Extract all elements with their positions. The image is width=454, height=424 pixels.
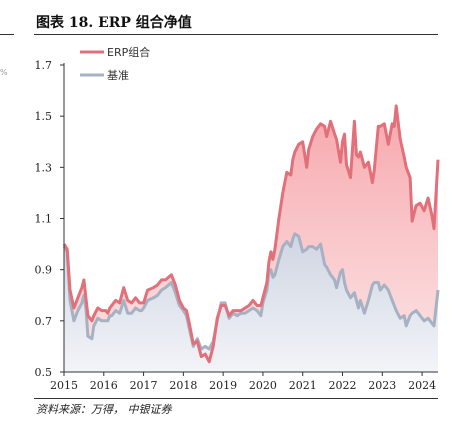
x-tick-label: 2022: [329, 379, 357, 392]
figure-title: 图表 18. ERP 组合净值: [36, 15, 192, 31]
x-tick-label: 2023: [368, 379, 396, 392]
legend-label-benchmark: 基准: [107, 69, 129, 82]
source-divider: [34, 398, 438, 399]
y-tick-label: 1.7: [35, 59, 53, 72]
neighbor-figure-text: %: [0, 68, 8, 77]
x-tick-label: 2018: [169, 379, 197, 392]
x-tick-label: 2024: [408, 379, 436, 392]
x-tick-label: 2019: [209, 379, 237, 392]
y-tick-label: 1.3: [35, 161, 53, 174]
erp-line: [62, 104, 440, 364]
area-layer: [64, 105, 438, 373]
x-tick-label: 2021: [289, 379, 317, 392]
y-tick-label: 0.7: [35, 315, 53, 328]
x-tick-label: 2017: [130, 379, 158, 392]
x-tick-label: 2015: [50, 379, 78, 392]
legend-label-erp: ERP组合: [107, 45, 150, 59]
x-tick-label: 2020: [249, 379, 277, 392]
y-tick-label: 1.5: [35, 110, 53, 123]
y-tick-label: 0.5: [35, 366, 53, 379]
line-layer: [62, 104, 440, 364]
y-tick-label: 0.9: [35, 264, 53, 277]
y-tick-label: 1.1: [35, 213, 53, 226]
neighbor-figure-rule: [0, 34, 14, 35]
axes-layer: 0.5 0.7 0.9 1.1 1.3 1.5 1.7 2015 2016 2017 2018 201…: [35, 59, 438, 392]
benchmark-area: [64, 233, 438, 372]
source-note: 资料来源：万得， 中银证券: [36, 403, 172, 416]
title-divider: [34, 34, 438, 35]
x-tick-label: 2016: [90, 379, 118, 392]
